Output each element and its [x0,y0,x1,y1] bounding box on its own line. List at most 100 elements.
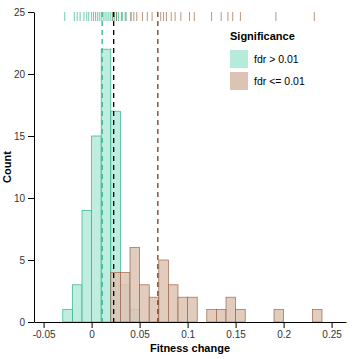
histogram-bar [178,297,188,322]
histogram-bar [63,310,73,322]
series [111,12,322,322]
histogram-bar [159,260,169,322]
legend: Significance fdr > 0.01 fdr <= 0.01 [230,30,305,90]
series [63,12,140,322]
tick: -0.05 [33,322,56,340]
axis-line [34,13,35,323]
rug-tick [64,12,65,21]
rug-tick [77,12,78,21]
rug-tick [240,12,241,21]
reference-line [157,12,158,322]
rug-tick [93,12,94,21]
tick-mark [44,322,45,328]
rug-tick [91,12,92,21]
tick-mark [140,322,141,328]
rug-tick [110,12,111,21]
rug-tick [211,12,212,21]
legend-key [230,50,248,68]
tick-mark [28,322,34,323]
rug-tick [83,12,84,21]
rug-tick [105,12,106,21]
rug-tick [126,12,127,21]
tick: 10 [14,193,34,204]
rug-tick [95,12,96,21]
tick-label: 25 [14,7,26,18]
legend-key [230,72,248,90]
tick: 0.2 [277,322,291,340]
histogram-bar [207,310,217,322]
rug-tick [99,12,100,21]
tick-mark [28,260,34,261]
histogram-bar [168,285,178,322]
y-axis: 0 5 10 15 20 25 [14,7,35,328]
rug-tick [121,12,122,21]
x-axis-title: Fitness change [150,342,230,354]
rug-tick [147,12,148,21]
histogram-bar [188,297,198,322]
tick-label: 10 [14,193,26,204]
histogram-bar [72,285,82,322]
tick-label: 0.1 [181,329,195,340]
histogram-bar [236,310,246,322]
rug-tick [221,12,222,21]
rug-tick [116,12,117,21]
histogram-bar [140,285,150,322]
tick-label: 15 [14,131,26,142]
rug-tick [142,12,143,21]
tick-mark [92,322,93,328]
tick: 5 [19,255,34,266]
marks [63,12,322,322]
chart: -0.05 0 0.05 0.1 0.15 0.2 0.25 0 5 10 15 20 25 Fitnes… [0,0,355,359]
tick-label: 0 [89,329,95,340]
tick-label: 0.2 [277,329,291,340]
rug-tick [160,12,161,21]
tick: 0 [89,322,95,340]
tick-label: 5 [19,255,25,266]
rug-tick [97,12,98,21]
tick: 25 [14,7,34,18]
tick-label: 0.25 [322,329,342,340]
tick: 0.15 [226,322,246,340]
rug-tick [163,12,164,21]
legend-label: fdr > 0.01 [254,53,299,65]
rug-tick [125,12,126,21]
legend-label: fdr <= 0.01 [254,75,305,87]
histogram-bar [92,136,102,322]
rug-tick [116,12,117,21]
rug-tick [189,12,190,21]
tick-mark [236,322,237,328]
tick-mark [28,12,34,13]
tick-mark [188,322,189,328]
histogram-bar [120,272,130,322]
rug-tick [275,12,276,21]
rug-tick [171,12,172,21]
tick-mark [28,74,34,75]
histogram-bar [111,111,121,322]
tick-label: 0.15 [226,329,246,340]
tick-mark [332,322,333,328]
histogram-bar [130,248,140,322]
tick: 20 [14,69,34,80]
rug-tick [130,12,131,21]
tick-label: 0 [19,317,25,328]
tick-mark [28,198,34,199]
rug-tick [227,12,228,21]
rug-tick [194,12,195,21]
tick: 0 [19,317,34,328]
rug-tick [118,12,119,21]
histogram-bar [226,297,236,322]
tick-label: -0.05 [33,329,56,340]
rug-tick [108,12,109,21]
rug-tick [80,12,81,21]
legend-title: Significance [230,30,295,42]
plot: -0.05 0 0.05 0.1 0.15 0.2 0.25 0 5 10 15 20 25 [14,7,347,340]
tick-mark [284,322,285,328]
rug-tick [180,12,181,21]
tick-label: 20 [14,69,26,80]
rug-tick [106,12,107,21]
reference-line [102,12,103,322]
tick-label: 0.05 [130,329,150,340]
tick-mark [28,136,34,137]
rug-tick [232,12,233,21]
axis-line [35,322,347,323]
